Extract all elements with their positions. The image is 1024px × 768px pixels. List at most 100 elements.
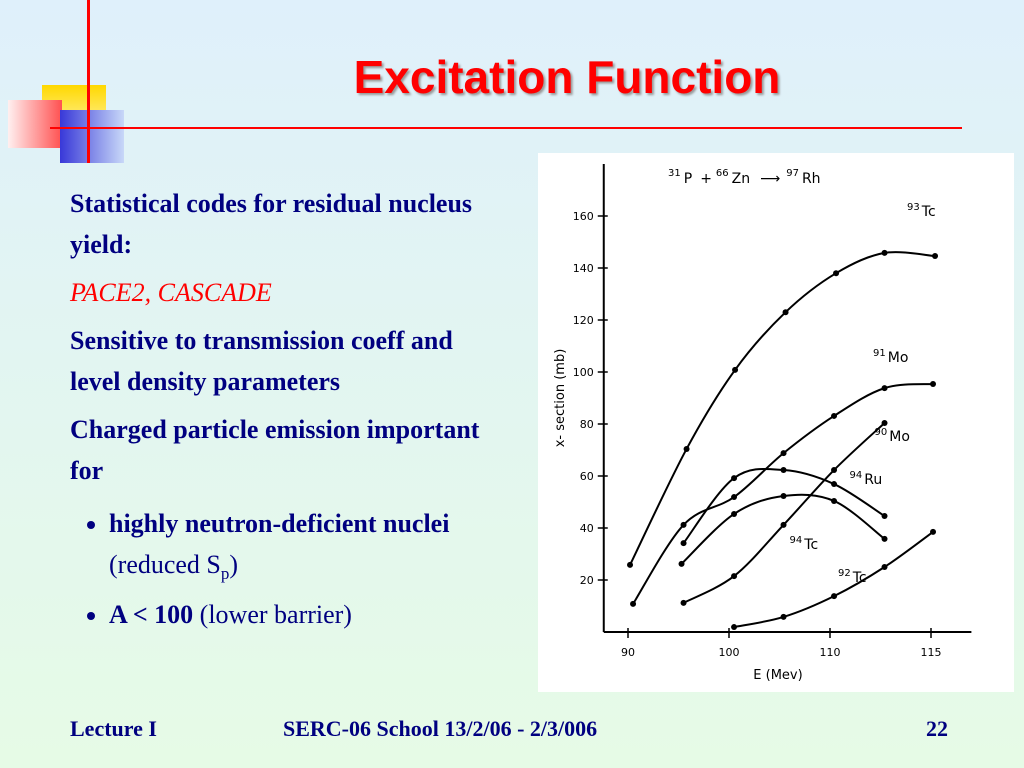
mass: 97 <box>786 168 799 179</box>
y-tick-label: 20 <box>580 574 594 587</box>
curve-label: 91 Mo <box>873 348 908 366</box>
data-point <box>680 540 687 547</box>
data-point <box>630 600 637 607</box>
y-axis-label: x- section (mb) <box>553 349 568 448</box>
curve-label: 94 Ru <box>850 470 883 488</box>
symbol: Rh <box>802 171 821 187</box>
curve-label-mass: 94 <box>850 470 863 481</box>
curve-label-mass: 91 <box>873 348 886 359</box>
deco-pink <box>8 100 62 148</box>
deco-vline <box>87 0 90 163</box>
bullet: highly neutron-deficient nuclei (reduced… <box>109 503 500 594</box>
curve-label: 90 Mo <box>875 427 910 445</box>
curve-label-name: Mo <box>888 350 909 366</box>
data-point <box>780 493 787 500</box>
curve-label-name: Tc <box>921 204 936 220</box>
y-tick-label: 40 <box>580 522 594 535</box>
data-point <box>881 564 888 570</box>
y-tick-label: 120 <box>573 314 594 327</box>
data-point <box>731 494 738 501</box>
x-tick-label: 115 <box>921 646 942 659</box>
data-point <box>930 528 937 535</box>
bullet-text: ) <box>229 550 239 579</box>
data-point <box>683 445 690 452</box>
series-line <box>680 493 886 565</box>
paragraph: Statistical codes for residual nucleus y… <box>70 189 473 259</box>
y-tick-label: 80 <box>580 418 594 431</box>
data-point <box>782 309 789 316</box>
data-point <box>833 270 840 277</box>
curve-label-name: Tc <box>803 537 818 553</box>
paragraph: Sensitive to transmission coeff and leve… <box>70 326 453 396</box>
curve-label-name: Ru <box>864 472 882 488</box>
y-tick-label: 100 <box>573 366 594 379</box>
data-point <box>881 535 888 542</box>
bullet-text: (reduced S <box>109 550 221 579</box>
curve-label-name: Mo <box>889 429 910 445</box>
data-point <box>780 521 787 528</box>
slide-body: Statistical codes for residual nucleus y… <box>70 183 500 635</box>
data-point <box>732 366 739 373</box>
curve-label: 93 Tc <box>907 202 936 220</box>
data-point <box>680 599 687 606</box>
data-point <box>881 419 888 426</box>
data-point <box>831 481 838 488</box>
data-point <box>932 253 939 260</box>
curve-label-mass: 93 <box>907 202 920 213</box>
symbol: P <box>684 171 692 187</box>
data-point <box>881 385 888 392</box>
bullet-text: (lower barrier) <box>199 600 352 630</box>
curve-label-mass: 94 <box>790 535 803 546</box>
footer-center: SERC-06 School 13/2/06 - 2/3/006 <box>283 716 598 741</box>
reaction: 31 P +66 Zn ⟶ 97 Rh <box>668 168 821 187</box>
y-tick-label: 160 <box>573 210 594 223</box>
curve-label: 92 Tc <box>838 568 867 586</box>
y-tick-label: 60 <box>580 470 594 483</box>
data-point <box>627 561 634 568</box>
arrow: ⟶ <box>760 171 780 187</box>
symbol: Zn <box>732 171 750 187</box>
page-number: 22 <box>926 716 948 741</box>
data-point <box>831 497 838 504</box>
data-point <box>780 450 787 457</box>
y-tick-label: 140 <box>573 262 594 275</box>
subscript: p <box>220 564 230 584</box>
data-point <box>678 560 685 567</box>
data-point <box>780 613 787 620</box>
deco-hline <box>50 127 962 129</box>
data-point <box>831 467 838 474</box>
data-point <box>881 513 888 520</box>
bullet-list: highly neutron-deficient nuclei (reduced… <box>70 503 500 635</box>
plus: + <box>700 171 712 187</box>
paragraph: PACE2, CASCADE <box>70 278 272 307</box>
bullet-bold: highly neutron-deficient nuclei <box>109 509 450 538</box>
data-point <box>831 412 838 419</box>
curve-label-name: Tc <box>852 570 867 586</box>
curve-label-mass: 90 <box>875 427 888 438</box>
x-tick-label: 90 <box>621 646 635 659</box>
data-point <box>680 521 687 528</box>
mass: 66 <box>716 168 729 179</box>
deco-blue <box>60 110 124 163</box>
chart: 31 P +66 Zn ⟶ 97 Rh E (Mev) x- section (mb) 20… <box>538 153 1014 692</box>
data-point <box>731 573 738 580</box>
mass: 31 <box>668 168 681 179</box>
curve-label-mass: 92 <box>838 568 851 579</box>
data-point <box>780 467 787 474</box>
data-point <box>731 475 738 482</box>
x-axis-label: E (Mev) <box>753 668 802 683</box>
curve-label: 94 Tc <box>790 535 819 553</box>
data-point <box>881 249 888 256</box>
x-tick-label: 110 <box>820 646 841 659</box>
paragraph: Charged particle emission important for <box>70 415 480 485</box>
footer-left: Lecture I <box>70 716 157 741</box>
bullet-bold: A < 100 <box>109 600 194 630</box>
data-point <box>731 624 738 631</box>
data-point <box>731 510 738 517</box>
data-point <box>930 380 937 387</box>
x-tick-label: 100 <box>719 646 740 659</box>
data-point <box>831 593 838 600</box>
bullet: A < 100 (lower barrier) <box>109 594 500 635</box>
slide-title: Excitation Function <box>353 51 781 103</box>
